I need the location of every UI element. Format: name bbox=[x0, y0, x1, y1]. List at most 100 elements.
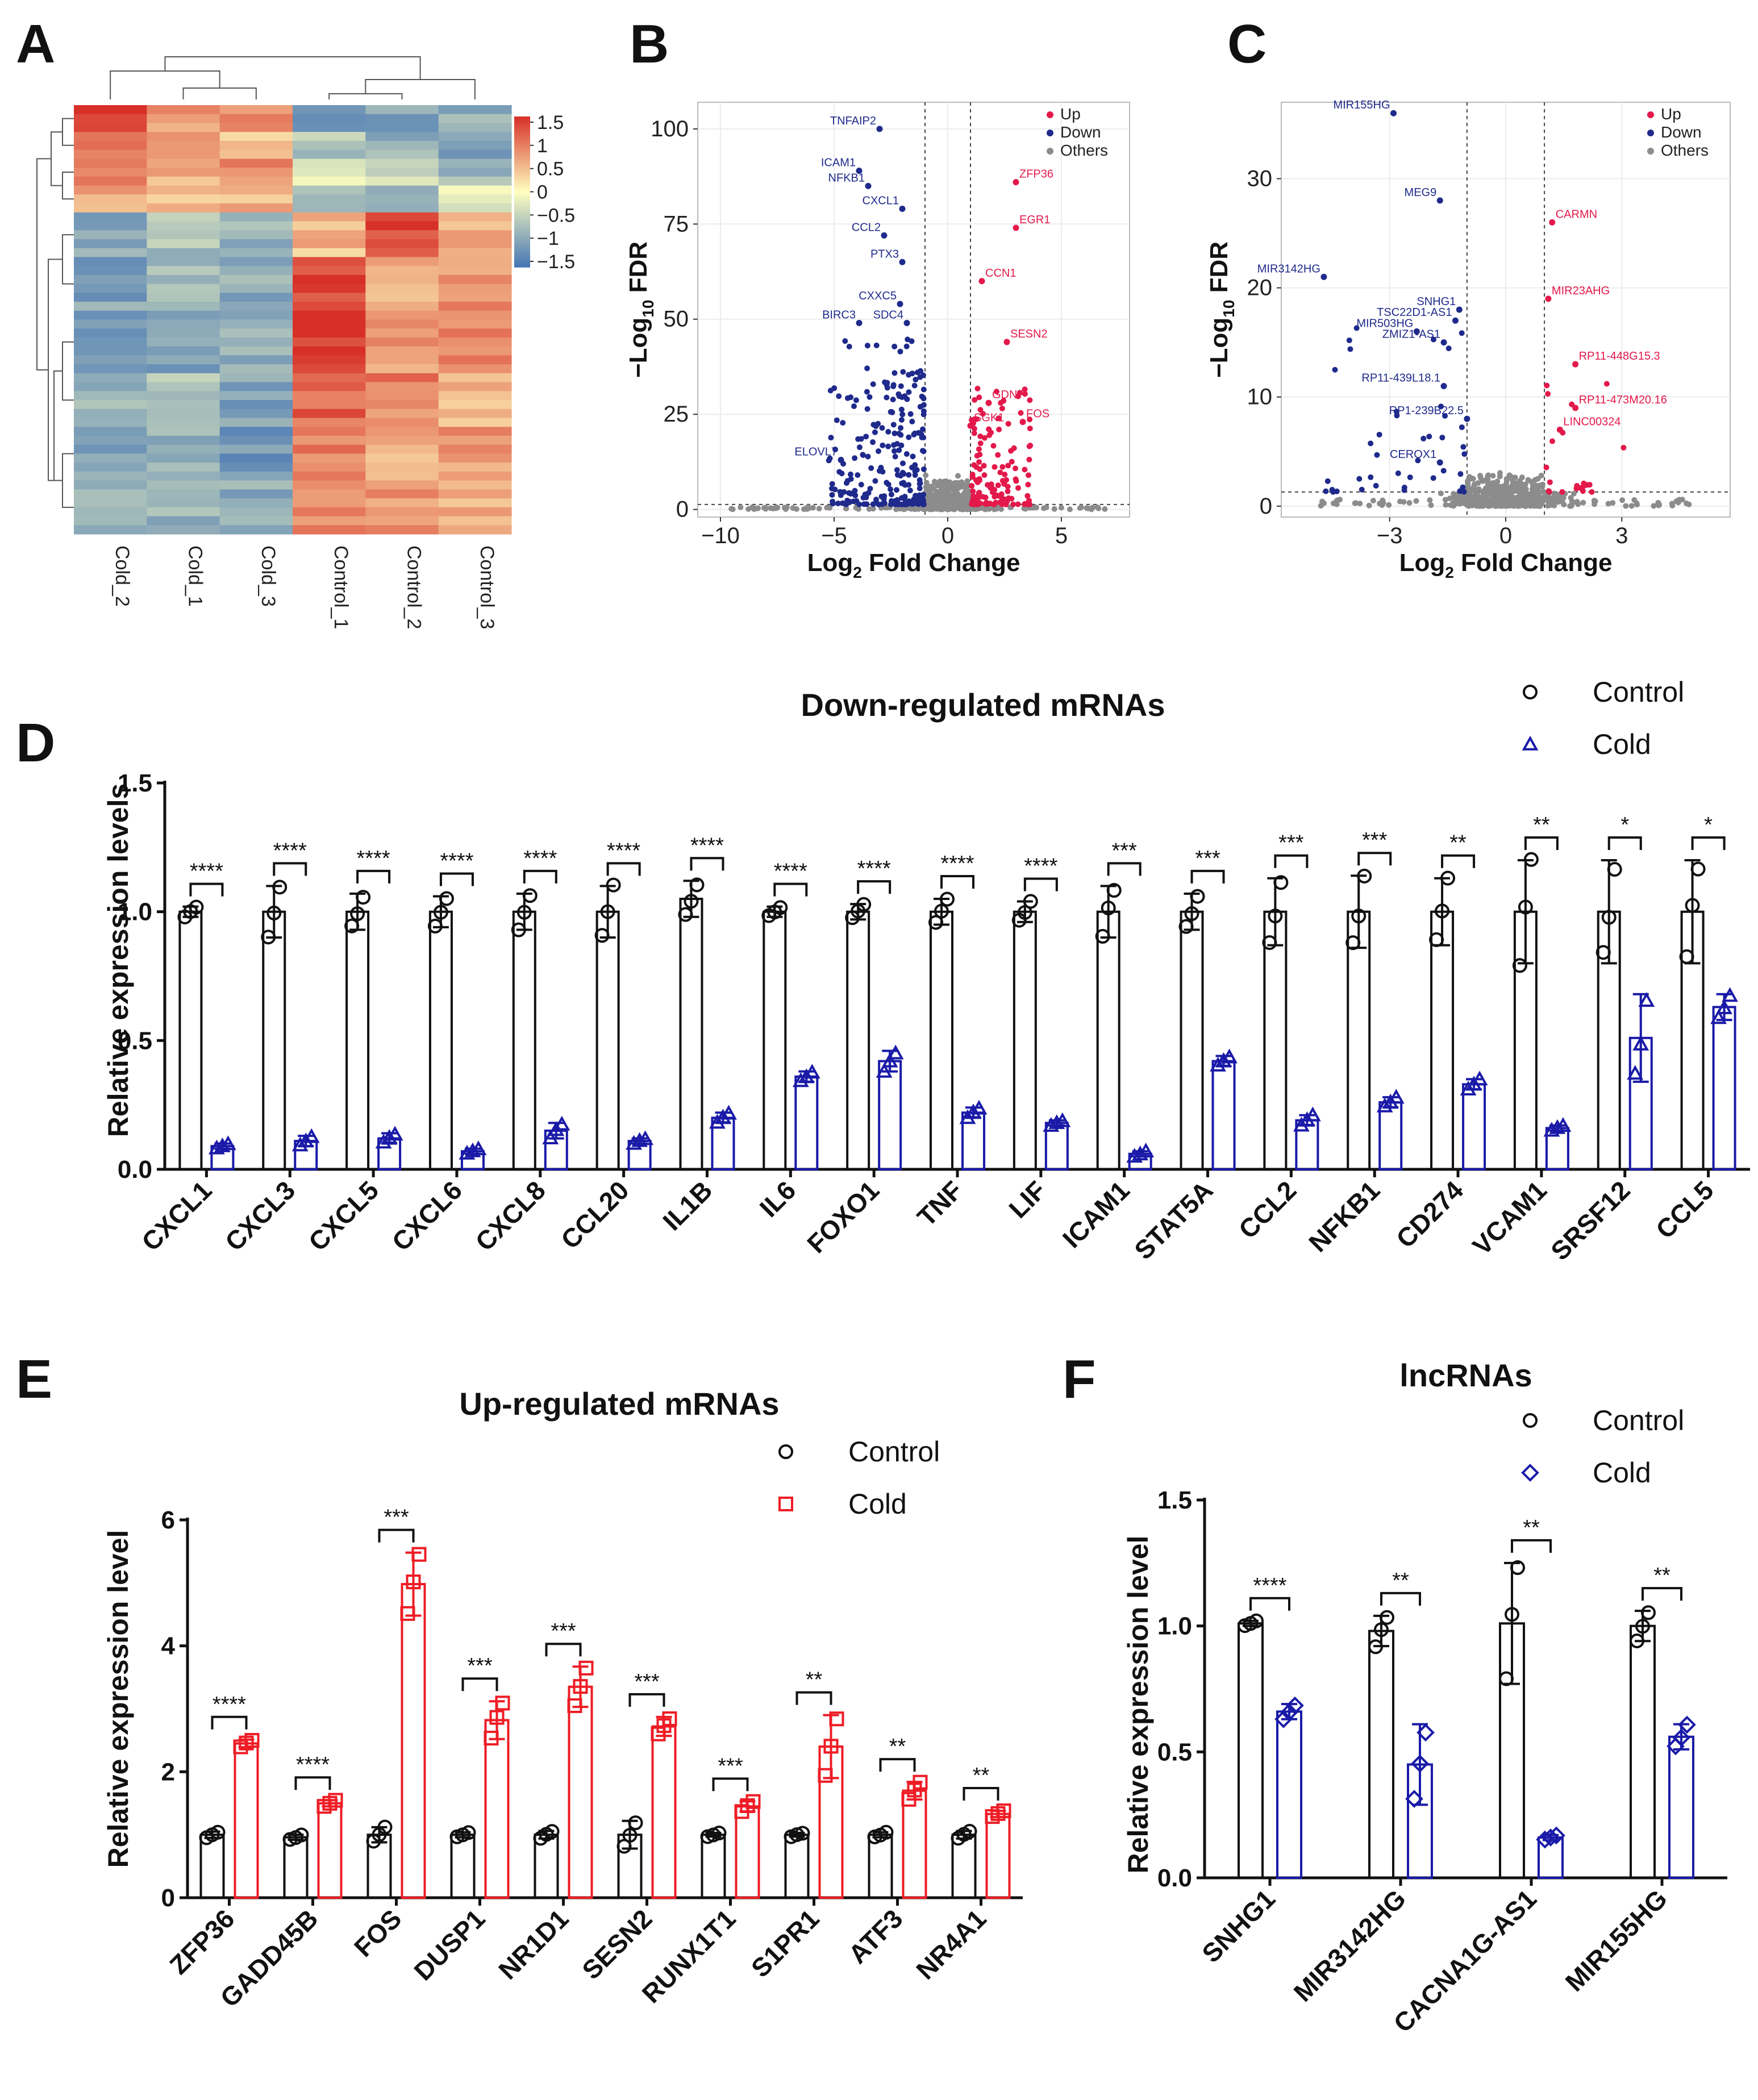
heatmap-cell bbox=[74, 355, 147, 365]
data-point-down bbox=[919, 393, 925, 399]
data-point-down bbox=[891, 501, 897, 507]
significance-label: **** bbox=[690, 834, 724, 857]
panel-label-b: B bbox=[630, 14, 669, 74]
heatmap-cell bbox=[74, 176, 147, 186]
significance-bracket bbox=[1249, 1597, 1290, 1611]
y-axis-title: Relative expression level bbox=[1122, 1536, 1154, 1874]
data-point-other bbox=[1500, 486, 1506, 492]
data-marker-cold bbox=[1126, 1148, 1143, 1163]
colorbar-segment bbox=[514, 252, 530, 255]
data-point-down bbox=[1420, 435, 1427, 441]
data-point-down bbox=[868, 465, 874, 471]
data-point-down bbox=[841, 489, 847, 495]
data-marker-cold bbox=[818, 1768, 833, 1783]
heatmap-cell bbox=[74, 328, 147, 338]
heatmap-cell bbox=[438, 346, 512, 356]
data-point-down bbox=[1324, 478, 1331, 484]
data-marker-cold bbox=[1054, 1112, 1071, 1127]
data-point-up bbox=[978, 278, 985, 285]
data-marker-control bbox=[1017, 905, 1032, 920]
heatmap-cell bbox=[438, 444, 512, 454]
data-point-up bbox=[1015, 393, 1021, 399]
heatmap-cell bbox=[147, 293, 220, 302]
dendrogram-branch bbox=[36, 158, 51, 370]
significance-bracket bbox=[1357, 852, 1392, 866]
significance-bracket bbox=[628, 1693, 665, 1707]
data-point-down bbox=[881, 232, 888, 239]
data-marker-control bbox=[962, 1824, 977, 1839]
heatmap-cell bbox=[147, 168, 220, 177]
data-point-down bbox=[862, 491, 868, 498]
heatmap-cells bbox=[74, 105, 512, 535]
significance-label: *** bbox=[718, 1754, 743, 1778]
heatmap-cell bbox=[147, 105, 220, 115]
y-tick-label: 4 bbox=[161, 1632, 176, 1660]
gene-label: NFKB1 bbox=[828, 172, 865, 184]
colorbar-segment bbox=[514, 121, 530, 124]
heatmap-cell bbox=[438, 418, 512, 427]
data-point-other bbox=[1483, 494, 1489, 501]
data-marker-cold bbox=[1722, 987, 1738, 1002]
data-marker-control bbox=[1357, 868, 1372, 884]
data-marker-control bbox=[678, 907, 693, 922]
colorbar-segment bbox=[514, 202, 530, 205]
heatmap-cell bbox=[365, 185, 439, 195]
significance-label: *** bbox=[634, 1670, 660, 1694]
heatmap-cell bbox=[365, 302, 439, 311]
data-marker-control bbox=[795, 1826, 810, 1841]
data-point-down bbox=[920, 466, 927, 472]
data-point-up bbox=[1022, 391, 1028, 397]
data-point-up bbox=[995, 452, 1001, 458]
data-point-other bbox=[1528, 493, 1534, 499]
data-marker-cold bbox=[1555, 1117, 1572, 1132]
heatmap-cell bbox=[219, 373, 293, 383]
data-point-other bbox=[1484, 489, 1490, 495]
data-point-down bbox=[834, 417, 840, 423]
y-tick-label: 0.0 bbox=[118, 1156, 152, 1184]
colorbar-segment bbox=[514, 134, 530, 138]
colorbar-tick-label: 0 bbox=[537, 182, 548, 203]
data-point-down bbox=[828, 435, 834, 441]
data-point-down bbox=[1461, 451, 1468, 457]
data-point-other bbox=[1530, 483, 1536, 489]
heatmap-cell bbox=[438, 400, 512, 410]
heatmap-cell bbox=[74, 114, 147, 123]
data-point-other bbox=[1477, 473, 1484, 479]
heatmap-cell bbox=[219, 346, 293, 356]
data-marker-control bbox=[461, 1825, 476, 1840]
heatmap-cell bbox=[438, 149, 512, 159]
heatmap-cell bbox=[74, 516, 147, 526]
heatmap-cell bbox=[147, 463, 220, 472]
heatmap-cell bbox=[219, 257, 293, 266]
heatmap-cell bbox=[438, 463, 512, 472]
heatmap-cell bbox=[293, 373, 366, 383]
legend-marker-others bbox=[1047, 148, 1053, 155]
x-tick-label: 3 bbox=[1615, 523, 1628, 548]
data-point-up bbox=[1547, 479, 1553, 485]
data-point-down bbox=[1440, 382, 1447, 389]
data-point-up bbox=[992, 464, 998, 470]
data-point-down bbox=[829, 481, 835, 487]
data-point-down bbox=[1373, 482, 1379, 489]
heatmap-cell bbox=[147, 149, 220, 159]
data-marker-control bbox=[934, 903, 949, 919]
heatmap-cell bbox=[438, 382, 512, 391]
heatmap-cell bbox=[438, 302, 512, 311]
data-point-down bbox=[1415, 457, 1421, 464]
y-tick-label: 1.5 bbox=[1157, 1486, 1192, 1514]
heatmap-cell bbox=[438, 203, 512, 213]
data-marker-control bbox=[1630, 1633, 1644, 1648]
data-point-down bbox=[876, 126, 883, 132]
data-point-other bbox=[933, 480, 939, 486]
data-point-down bbox=[892, 430, 898, 436]
data-point-up bbox=[995, 482, 1001, 489]
heatmap-cell bbox=[365, 444, 439, 454]
data-marker-control bbox=[1095, 928, 1110, 944]
heatmap-cell bbox=[147, 319, 220, 329]
data-marker-cold bbox=[386, 1126, 403, 1141]
significance-label: ** bbox=[1392, 1569, 1409, 1593]
data-point-other bbox=[1539, 497, 1545, 503]
data-point-other bbox=[1511, 487, 1517, 493]
data-point-up bbox=[1620, 444, 1627, 451]
